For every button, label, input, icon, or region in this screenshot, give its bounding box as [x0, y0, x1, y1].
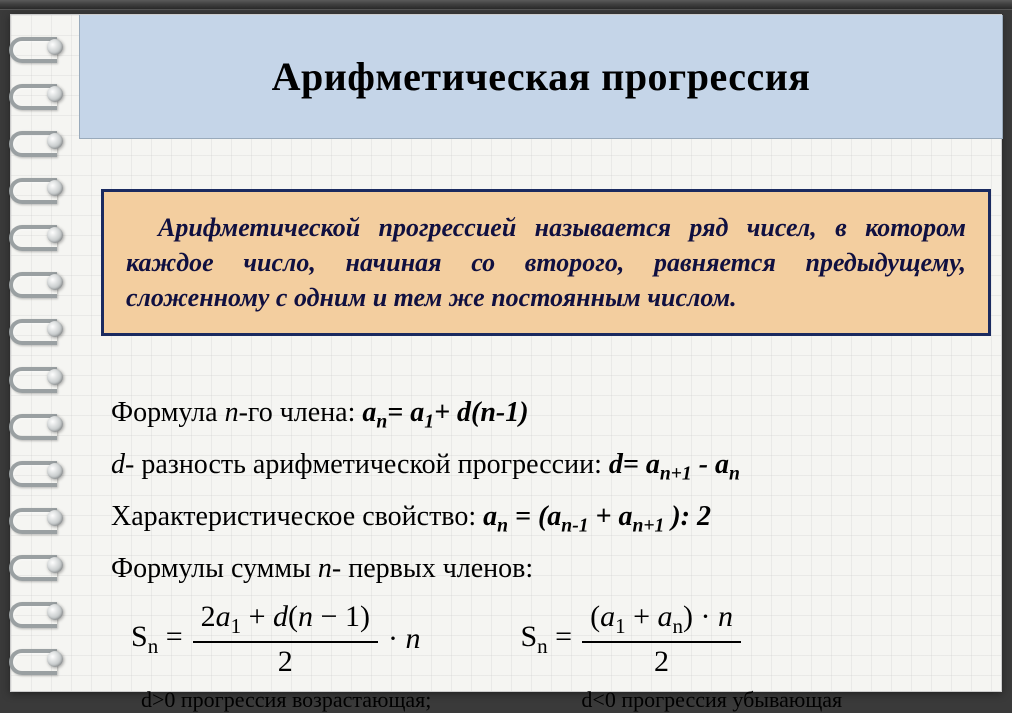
sum1-tail: · n: [388, 622, 421, 656]
sum1-denominator: 2: [278, 643, 293, 679]
spiral-ring: [7, 33, 67, 61]
title-banner: Арифметическая прогрессия: [79, 15, 1003, 139]
spiral-ring: [7, 268, 67, 296]
char-label: Характеристическое свойство:: [111, 501, 483, 532]
nth-term-line: Формула n-го члена: an= a1+ d(n-1): [111, 395, 991, 435]
spiral-ring: [7, 127, 67, 155]
spiral-ring: [7, 645, 67, 673]
difference-line: d- разность арифметической прогрессии: d…: [111, 447, 991, 487]
sum-formulas-row: Sn = 2a1 + d(n − 1) 2 · n Sn = (a1 + an)…: [111, 600, 991, 679]
window-top-bar: [0, 0, 1012, 10]
formula-content: Формула n-го члена: an= a1+ d(n-1) d- ра…: [111, 395, 991, 713]
spiral-ring: [7, 221, 67, 249]
sum-label-line: Формулы суммы n- первых членов:: [111, 551, 991, 587]
spiral-ring: [7, 598, 67, 626]
diff-formula: d= an+1 - an: [609, 449, 740, 480]
spiral-binding: [7, 15, 81, 691]
spiral-ring: [7, 457, 67, 485]
sum-formula-2: Sn = (a1 + an) · n 2: [520, 600, 741, 679]
sum2-numerator: (a1 + an) · n: [582, 600, 741, 643]
spiral-ring: [7, 363, 67, 391]
spiral-ring: [7, 410, 67, 438]
diff-label: d: [111, 449, 125, 480]
spiral-ring: [7, 315, 67, 343]
spiral-ring: [7, 551, 67, 579]
notebook-page: Арифметическая прогрессия Арифметической…: [10, 14, 1002, 692]
page-title: Арифметическая прогрессия: [272, 53, 811, 100]
sum2-denominator: 2: [654, 643, 669, 679]
sum1-numerator: 2a1 + d(n − 1): [193, 600, 378, 643]
sum-label: Формулы суммы n- первых членов:: [111, 553, 533, 584]
sum-formula-1: Sn = 2a1 + d(n − 1) 2 · n: [131, 600, 420, 679]
spiral-ring: [7, 504, 67, 532]
definition-box: Арифметической прогрессией называется ря…: [101, 189, 991, 336]
increasing-note: d>0 прогрессия возрастающая;: [141, 687, 431, 713]
characteristic-line: Характеристическое свойство: an = (an-1 …: [111, 499, 991, 539]
definition-text: Арифметической прогрессией называется ря…: [126, 213, 966, 312]
decreasing-note: d<0 прогрессия убывающая: [581, 687, 842, 713]
nth-formula: an= a1+ d(n-1): [362, 397, 528, 428]
spiral-ring: [7, 80, 67, 108]
spiral-ring: [7, 174, 67, 202]
nth-label: Формула n-го члена:: [111, 397, 362, 428]
monotonic-notes: d>0 прогрессия возрастающая; d<0 прогрес…: [111, 687, 991, 713]
char-formula: an = (an-1 + an+1 ): 2: [483, 501, 711, 532]
